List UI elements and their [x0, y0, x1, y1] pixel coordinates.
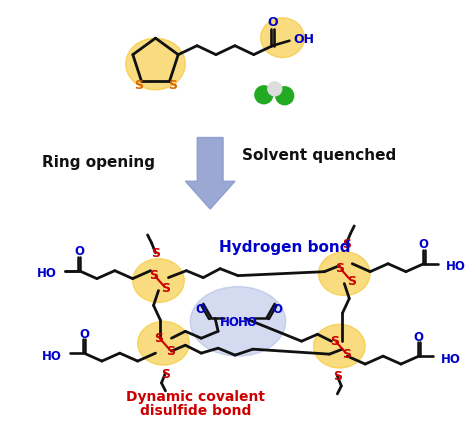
Text: O: O [79, 327, 89, 340]
Text: Solvent quenched: Solvent quenched [242, 148, 397, 162]
Text: S: S [154, 331, 163, 344]
Text: S: S [342, 347, 351, 360]
Text: HO: HO [37, 267, 57, 279]
Text: S: S [333, 370, 342, 383]
Text: OH: OH [293, 33, 314, 46]
Text: O: O [267, 16, 278, 29]
Ellipse shape [319, 252, 370, 296]
Text: HO: HO [220, 315, 240, 328]
Ellipse shape [313, 325, 365, 368]
Ellipse shape [133, 259, 184, 303]
Text: O: O [195, 302, 205, 315]
Text: O: O [74, 245, 84, 258]
Ellipse shape [137, 321, 189, 365]
Text: O: O [414, 330, 424, 343]
Text: S: S [149, 268, 158, 282]
Ellipse shape [190, 287, 286, 356]
Text: HO: HO [446, 260, 465, 272]
FancyArrow shape [185, 138, 235, 209]
Text: S: S [161, 367, 170, 380]
Text: disulfide bond: disulfide bond [139, 403, 251, 417]
Text: S: S [151, 247, 160, 260]
Text: S: S [335, 261, 344, 275]
Text: S: S [166, 344, 175, 357]
Ellipse shape [126, 39, 185, 91]
Text: Dynamic covalent: Dynamic covalent [126, 389, 265, 403]
Text: O: O [419, 238, 429, 251]
Text: HO: HO [238, 315, 258, 328]
Text: S: S [330, 334, 339, 347]
Text: HO: HO [42, 349, 62, 362]
Text: S: S [168, 78, 177, 92]
Text: Hydrogen bond: Hydrogen bond [219, 240, 350, 255]
Text: HO: HO [441, 352, 461, 365]
Text: S: S [161, 282, 170, 294]
Text: S: S [342, 238, 351, 251]
Text: O: O [273, 302, 283, 315]
Text: S: S [347, 275, 356, 287]
Text: S: S [134, 78, 143, 92]
Circle shape [276, 88, 293, 106]
Circle shape [255, 87, 273, 105]
Ellipse shape [261, 19, 304, 59]
Circle shape [268, 83, 282, 96]
Text: Ring opening: Ring opening [42, 155, 155, 170]
